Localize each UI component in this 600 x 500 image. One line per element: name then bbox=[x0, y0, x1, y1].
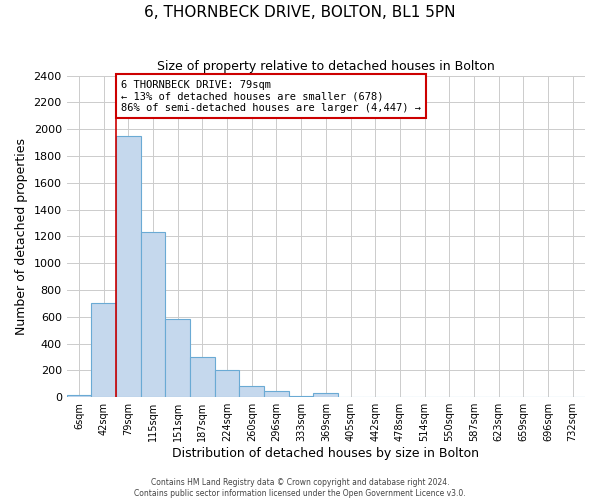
X-axis label: Distribution of detached houses by size in Bolton: Distribution of detached houses by size … bbox=[172, 447, 479, 460]
Y-axis label: Number of detached properties: Number of detached properties bbox=[15, 138, 28, 335]
Bar bbox=[190, 357, 215, 397]
Bar bbox=[289, 396, 313, 397]
Text: Contains HM Land Registry data © Crown copyright and database right 2024.
Contai: Contains HM Land Registry data © Crown c… bbox=[134, 478, 466, 498]
Text: 6, THORNBECK DRIVE, BOLTON, BL1 5PN: 6, THORNBECK DRIVE, BOLTON, BL1 5PN bbox=[144, 5, 456, 20]
Bar bbox=[91, 304, 116, 397]
Bar bbox=[166, 320, 190, 397]
Bar bbox=[239, 386, 264, 397]
Bar bbox=[67, 395, 91, 397]
Bar bbox=[313, 392, 338, 397]
Bar bbox=[116, 136, 141, 397]
Bar bbox=[264, 391, 289, 397]
Title: Size of property relative to detached houses in Bolton: Size of property relative to detached ho… bbox=[157, 60, 495, 73]
Bar bbox=[215, 370, 239, 397]
Bar bbox=[338, 396, 363, 397]
Bar bbox=[141, 232, 166, 397]
Text: 6 THORNBECK DRIVE: 79sqm
← 13% of detached houses are smaller (678)
86% of semi-: 6 THORNBECK DRIVE: 79sqm ← 13% of detach… bbox=[121, 80, 421, 113]
